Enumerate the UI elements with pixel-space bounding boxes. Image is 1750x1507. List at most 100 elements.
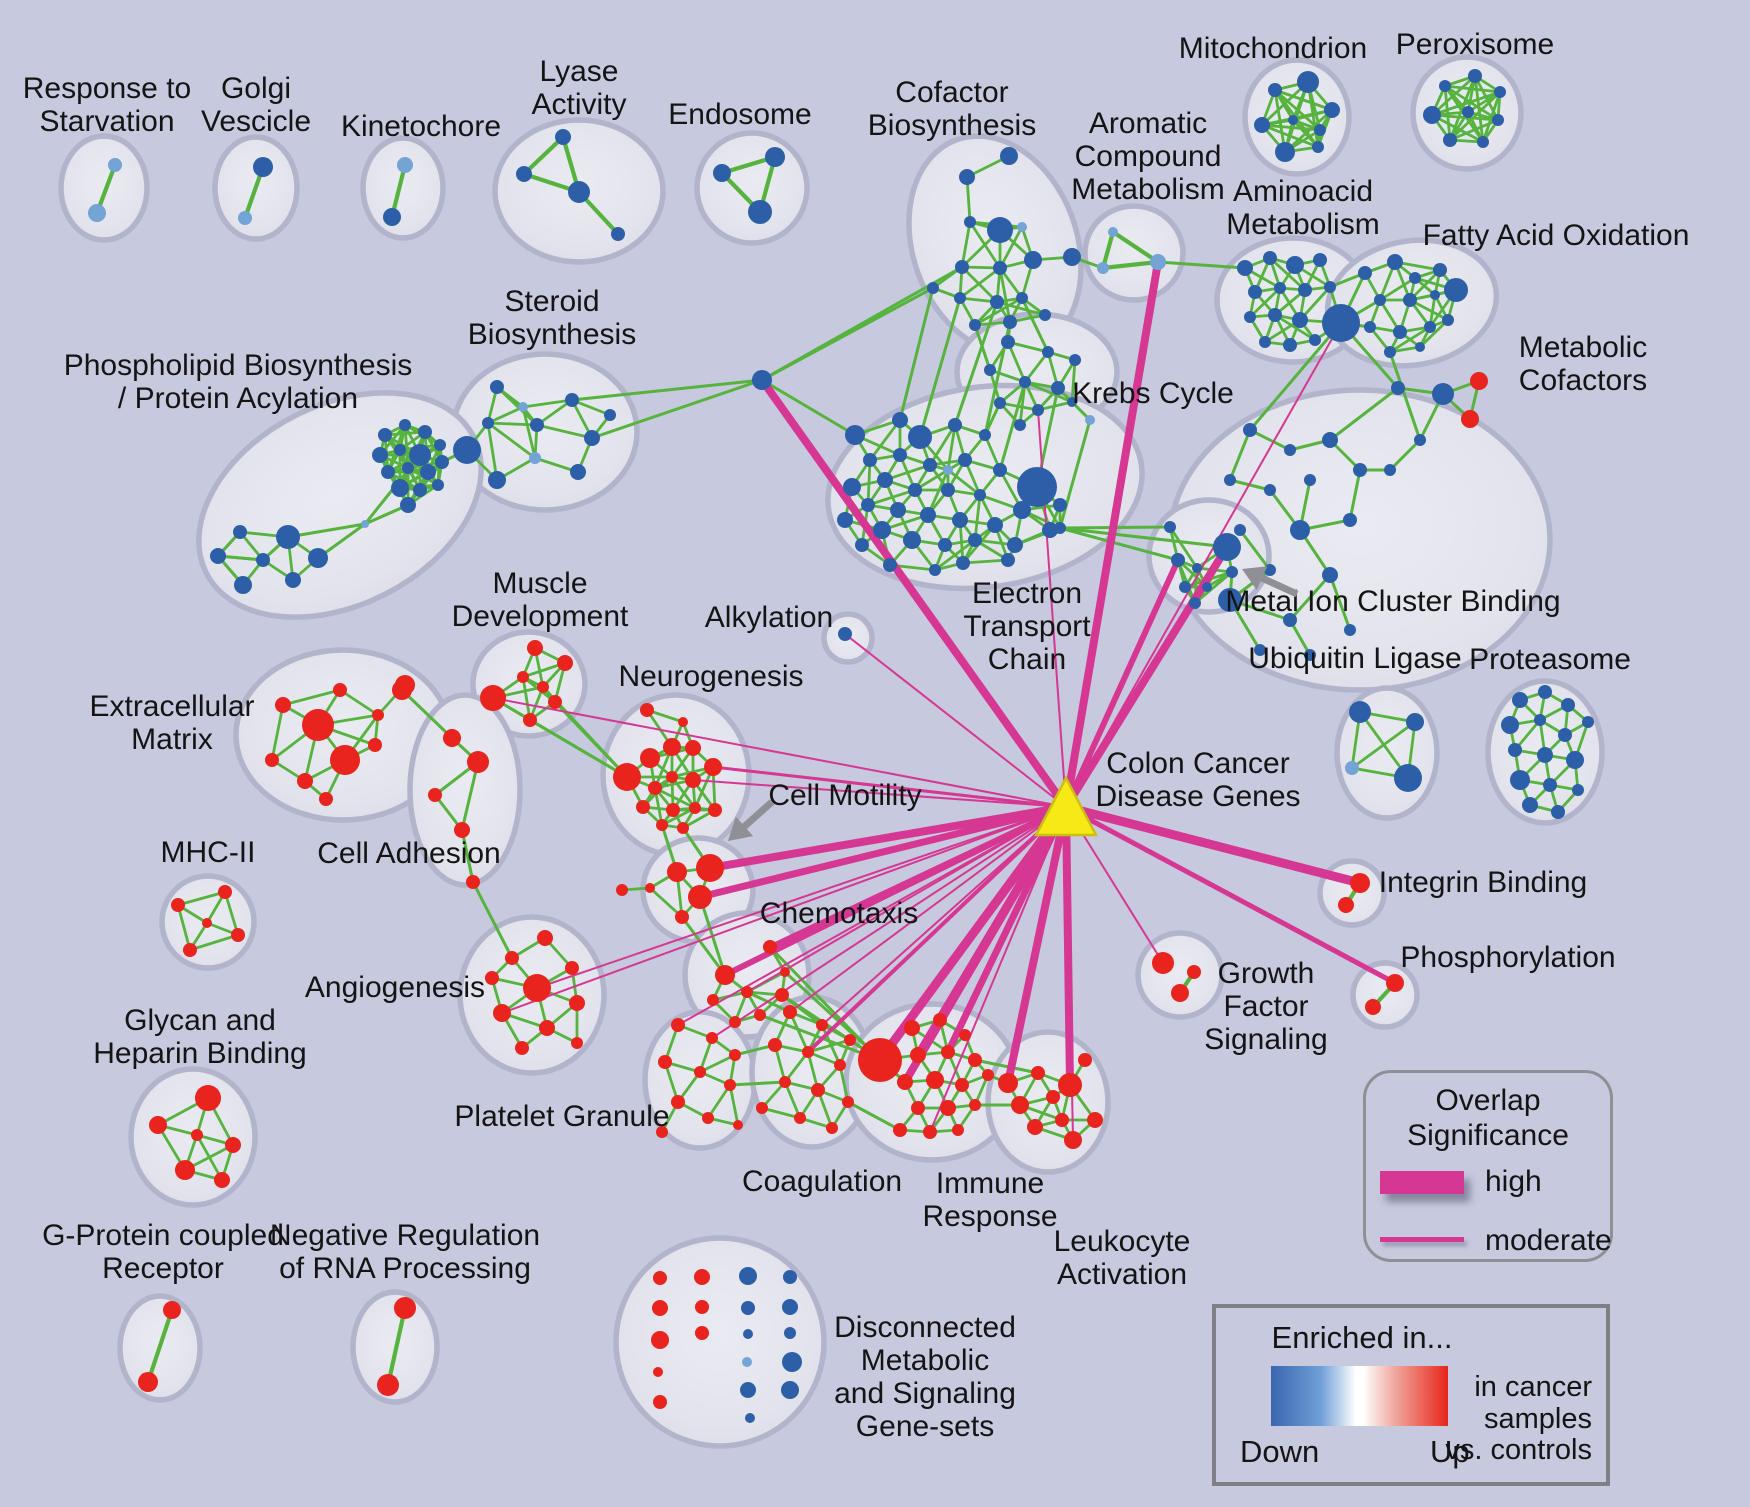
gene-set-node-phospholipid-biosynthesis — [285, 572, 301, 588]
overlap-edge-high — [1063, 804, 1398, 986]
gene-set-node-phospholipid-biosynthesis — [234, 576, 252, 594]
cluster-label-immune-response: Immune — [936, 1167, 1044, 1200]
gene-set-node-immune-response — [955, 1078, 969, 1092]
cluster-label-proteasome: Proteasome — [1469, 643, 1631, 676]
gene-set-node-fatty-acid-oxidation — [1393, 325, 1407, 339]
gene-set-node-proteasome — [1522, 797, 1538, 813]
gene-set-node-cell-adhesion — [443, 729, 461, 747]
green-edge-intercluster — [846, 1100, 902, 1132]
gene-set-node-mitochondrion — [1314, 124, 1326, 136]
gene-set-node-neurogenesis — [666, 771, 678, 783]
green-edge-metabolic-cofactors — [1248, 428, 1292, 452]
gene-set-node-cofactor-biosynthesis — [1003, 315, 1017, 329]
gene-set-node-peroxisome — [1492, 114, 1504, 126]
gene-set-node-peroxisome — [1477, 136, 1489, 148]
gene-set-node-neurogenesis — [685, 740, 701, 756]
gene-set-node-mhc-ii — [183, 943, 197, 957]
gene-set-node-krebs-cycle — [1042, 346, 1054, 358]
gene-set-node-electron-transport-chain — [1013, 501, 1031, 519]
gene-set-node-metabolic-cofactors — [1284, 444, 1296, 456]
gene-set-node-chemotaxis — [741, 986, 753, 998]
gene-set-node-mitochondrion — [1254, 117, 1270, 133]
green-edge-electron-transport-chain — [946, 468, 982, 497]
gene-set-node-krebs-cycle — [1085, 415, 1095, 425]
overlap-edge-moderate — [1065, 322, 1342, 808]
gene-set-node-metabolic-cofactors — [1343, 513, 1357, 527]
gene-set-node-proteasome — [1537, 747, 1553, 763]
cluster-label-electron-transport-chain: Chain — [988, 643, 1066, 676]
gene-set-node-muscle-development — [557, 655, 573, 671]
gene-set-node-proteasome — [1582, 716, 1594, 728]
gene-set-node-chemotaxis — [763, 940, 777, 954]
gene-set-node-cofactor-biosynthesis — [964, 216, 976, 228]
gene-set-node-immune-response — [933, 1013, 947, 1027]
green-edge-electron-transport-chain — [928, 423, 957, 467]
legend-enriched-title: Enriched in... — [1271, 1320, 1453, 1355]
gene-set-node-chemotaxis — [707, 994, 719, 1006]
gene-set-node-glycan-heparin-binding — [214, 1172, 230, 1188]
gene-set-node-glycan-heparin-binding — [175, 1160, 195, 1180]
gene-set-node-ubiquitin-ligase — [1394, 764, 1422, 792]
cluster-label-phosphorylation: Phosphorylation — [1400, 941, 1615, 974]
green-edge-platelet-granule — [706, 1083, 732, 1120]
cluster-label-glycan-heparin-binding: Glycan and — [124, 1004, 276, 1037]
green-edge-electron-transport-chain — [973, 493, 982, 542]
gene-set-node-cell-motility — [675, 910, 689, 924]
gene-set-node-neurogenesis — [689, 802, 701, 814]
gene-set-node-aminoacid-metabolism — [1244, 311, 1256, 323]
cluster-label-leukocyte-activation: Activation — [1057, 1258, 1187, 1291]
gene-set-node-mitochondrion — [1288, 115, 1298, 125]
gene-set-node-electron-transport-chain — [893, 448, 907, 462]
green-edge-fatty-acid-oxidation — [1388, 325, 1432, 354]
gene-set-node-phosphorylation — [1386, 974, 1404, 992]
gene-set-node-electron-transport-chain — [1007, 537, 1023, 553]
gene-set-node-proteasome — [1534, 714, 1546, 726]
gene-set-node-kinetochore — [397, 157, 413, 173]
green-edge-electron-transport-chain — [933, 538, 977, 572]
cluster-label-g-protein-coupled-receptor: Receptor — [102, 1252, 224, 1285]
gene-set-node-electron-transport-chain — [974, 489, 986, 501]
green-edge-krebs-cycle — [1070, 358, 1077, 404]
gene-set-node-extracellular-matrix — [297, 773, 313, 789]
green-edge-mitochondrion — [1291, 118, 1320, 149]
gene-set-node-electron-transport-chain — [987, 517, 1003, 533]
gene-set-node-metabolic-cofactors — [1254, 644, 1266, 656]
gene-set-node-mhc-ii — [231, 928, 245, 942]
gene-set-node-disconnected-gene-sets — [782, 1352, 802, 1372]
overlap-edge-high — [767, 804, 1069, 950]
gene-set-node-cofactor-biosynthesis — [993, 261, 1007, 275]
cluster-label-muscle-development: Muscle — [492, 567, 587, 600]
gene-set-node-extracellular-matrix — [368, 738, 382, 752]
gene-set-node-disconnected-gene-sets — [784, 1327, 796, 1339]
cell-motility-arrow-head — [728, 816, 754, 841]
gene-set-node-metabolic-cofactors — [1470, 372, 1488, 390]
green-edge-intercluster — [760, 378, 857, 437]
gene-set-node-metabolic-cofactors — [1243, 423, 1257, 437]
gene-set-node-glycan-heparin-binding — [195, 1085, 221, 1111]
cluster-label-integrin-binding: Integrin Binding — [1379, 866, 1587, 899]
gene-set-node-phospholipid-biosynthesis — [435, 455, 449, 469]
green-edge-coagulation — [760, 1106, 802, 1120]
green-edge-extracellular-matrix — [281, 688, 342, 707]
gene-set-node-immune-response — [941, 1045, 955, 1059]
green-edge-fatty-acid-oxidation — [1418, 318, 1450, 349]
gene-set-node-phospholipid-biosynthesis — [409, 444, 431, 466]
overlap-edge-moderate — [692, 779, 1067, 808]
green-edge-electron-transport-chain — [926, 468, 950, 517]
green-edge-metabolic-cofactors — [1348, 468, 1362, 522]
overlap-edge-high — [1062, 258, 1162, 811]
green-edge-aromatic-compound-metabolism — [1100, 259, 1161, 271]
green-edge-intercluster — [570, 378, 764, 402]
gene-set-node-electron-transport-chain — [890, 502, 906, 518]
gene-set-node-phospholipid-biosynthesis — [391, 479, 409, 497]
overlap-edge-moderate — [929, 806, 1067, 1133]
green-edge-peroxisome — [1473, 74, 1485, 144]
green-edge-electron-transport-chain — [961, 558, 1010, 565]
gene-set-node-phosphorylation — [1365, 999, 1381, 1015]
green-edge-extracellular-matrix — [338, 688, 380, 717]
gene-set-node-proteasome — [1512, 692, 1528, 708]
gene-set-node-metal-ion-cluster-binding — [1171, 553, 1185, 567]
green-edge-intercluster — [953, 300, 999, 427]
gene-set-node-fatty-acid-oxidation — [1433, 263, 1447, 277]
gene-set-node-coagulation — [844, 1034, 856, 1046]
